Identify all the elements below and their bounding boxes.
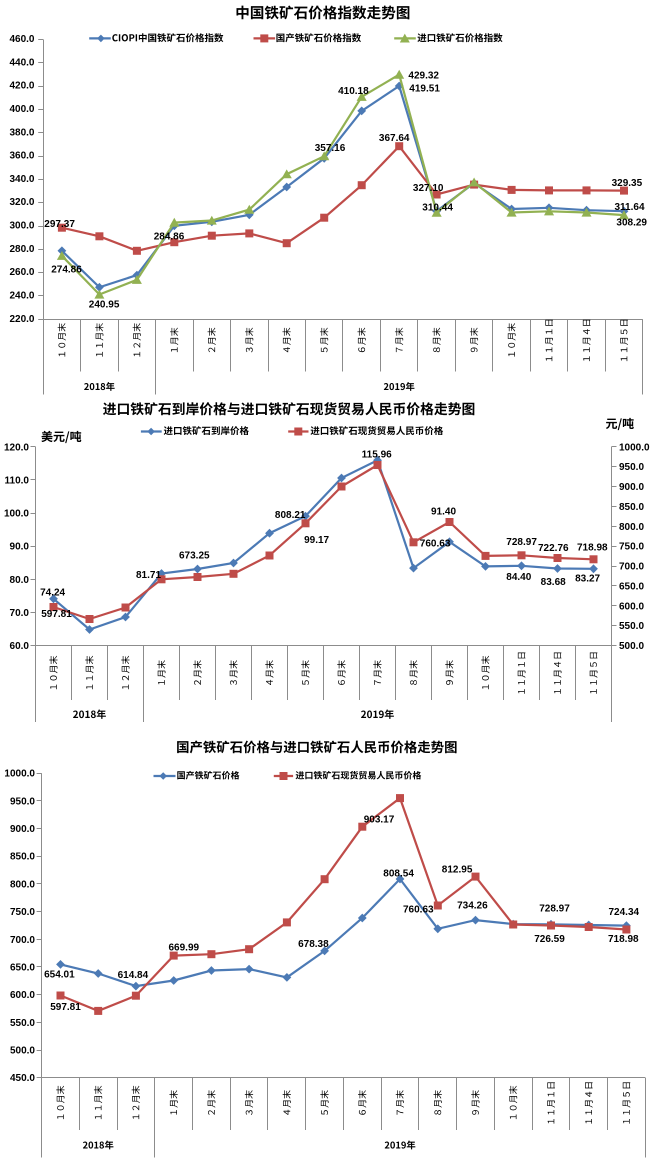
svg-text:460.0: 460.0 bbox=[9, 34, 34, 45]
svg-text:367.64: 367.64 bbox=[379, 133, 410, 144]
svg-text:673.25: 673.25 bbox=[179, 550, 210, 561]
svg-text:360.0: 360.0 bbox=[9, 151, 34, 162]
svg-text:429.32: 429.32 bbox=[408, 70, 439, 81]
svg-text:728.97: 728.97 bbox=[539, 904, 570, 915]
svg-text:297.37: 297.37 bbox=[44, 219, 75, 230]
svg-text:903.17: 903.17 bbox=[364, 815, 395, 826]
svg-text:600.0: 600.0 bbox=[619, 601, 644, 612]
svg-text:760.63: 760.63 bbox=[420, 538, 451, 549]
svg-text:308.29: 308.29 bbox=[616, 218, 647, 229]
svg-text:110.0: 110.0 bbox=[5, 475, 30, 486]
svg-text:812.95: 812.95 bbox=[442, 864, 473, 875]
svg-text:500.0: 500.0 bbox=[10, 1046, 35, 1057]
svg-text:99.17: 99.17 bbox=[304, 535, 329, 546]
svg-text:60.0: 60.0 bbox=[10, 641, 30, 652]
svg-text:597.81: 597.81 bbox=[41, 609, 72, 620]
svg-text:310.44: 310.44 bbox=[422, 203, 453, 214]
svg-text:240.95: 240.95 bbox=[89, 300, 120, 311]
svg-text:724.34: 724.34 bbox=[609, 907, 640, 918]
svg-text:240.0: 240.0 bbox=[9, 291, 34, 302]
svg-text:808.54: 808.54 bbox=[383, 868, 414, 879]
svg-text:220.0: 220.0 bbox=[9, 314, 34, 325]
svg-text:120.0: 120.0 bbox=[4, 442, 29, 453]
svg-text:274.86: 274.86 bbox=[51, 265, 82, 276]
svg-text:808.21: 808.21 bbox=[275, 510, 306, 521]
svg-text:700.0: 700.0 bbox=[10, 935, 35, 946]
svg-text:70.0: 70.0 bbox=[10, 608, 30, 619]
svg-text:81.71: 81.71 bbox=[136, 570, 161, 581]
svg-text:750.0: 750.0 bbox=[10, 907, 35, 918]
svg-text:284.86: 284.86 bbox=[154, 232, 185, 243]
svg-text:1000.0: 1000.0 bbox=[4, 769, 35, 780]
svg-text:83.27: 83.27 bbox=[575, 574, 600, 585]
svg-text:650.0: 650.0 bbox=[10, 963, 35, 974]
svg-text:728.97: 728.97 bbox=[506, 537, 537, 548]
svg-text:850.0: 850.0 bbox=[619, 502, 644, 513]
svg-text:800.0: 800.0 bbox=[10, 879, 35, 890]
svg-text:654.01: 654.01 bbox=[44, 969, 75, 980]
svg-text:550.0: 550.0 bbox=[619, 621, 644, 632]
svg-text:722.76: 722.76 bbox=[538, 543, 569, 554]
svg-text:83.68: 83.68 bbox=[541, 577, 566, 588]
svg-text:357.16: 357.16 bbox=[315, 143, 346, 154]
svg-text:700.0: 700.0 bbox=[619, 562, 644, 573]
svg-text:800.0: 800.0 bbox=[619, 522, 644, 533]
svg-text:260.0: 260.0 bbox=[9, 267, 34, 278]
svg-text:329.35: 329.35 bbox=[612, 178, 643, 189]
svg-text:760.63: 760.63 bbox=[403, 904, 434, 915]
svg-text:420.0: 420.0 bbox=[9, 81, 34, 92]
svg-text:669.99: 669.99 bbox=[169, 943, 200, 954]
svg-text:600.0: 600.0 bbox=[10, 990, 35, 1001]
svg-text:410.18: 410.18 bbox=[338, 86, 369, 97]
svg-text:380.0: 380.0 bbox=[9, 127, 34, 138]
svg-text:450.0: 450.0 bbox=[10, 1073, 35, 1084]
svg-text:311.64: 311.64 bbox=[614, 202, 644, 213]
svg-text:84.40: 84.40 bbox=[506, 572, 531, 583]
svg-text:550.0: 550.0 bbox=[10, 1018, 35, 1029]
svg-text:850.0: 850.0 bbox=[10, 852, 35, 863]
svg-text:650.0: 650.0 bbox=[619, 581, 644, 592]
svg-text:400.0: 400.0 bbox=[9, 104, 34, 115]
svg-text:718.98: 718.98 bbox=[608, 934, 639, 945]
svg-text:340.0: 340.0 bbox=[9, 174, 34, 185]
svg-text:320.0: 320.0 bbox=[9, 197, 34, 208]
svg-text:419.51: 419.51 bbox=[409, 83, 440, 94]
svg-text:718.98: 718.98 bbox=[577, 542, 608, 553]
svg-text:734.26: 734.26 bbox=[457, 900, 488, 911]
svg-text:500.0: 500.0 bbox=[619, 641, 644, 652]
svg-text:74.24: 74.24 bbox=[40, 587, 65, 598]
svg-text:900.0: 900.0 bbox=[10, 824, 35, 835]
svg-text:950.0: 950.0 bbox=[10, 796, 35, 807]
svg-text:80.0: 80.0 bbox=[10, 575, 30, 586]
svg-text:100.0: 100.0 bbox=[4, 509, 29, 520]
svg-text:726.59: 726.59 bbox=[534, 934, 565, 945]
svg-text:1000.0: 1000.0 bbox=[619, 442, 650, 453]
svg-text:327.10: 327.10 bbox=[413, 183, 444, 194]
svg-text:900.0: 900.0 bbox=[619, 482, 644, 493]
svg-text:91.40: 91.40 bbox=[431, 507, 456, 518]
svg-text:115.96: 115.96 bbox=[362, 449, 392, 460]
svg-text:950.0: 950.0 bbox=[619, 462, 644, 473]
svg-text:750.0: 750.0 bbox=[619, 542, 644, 553]
svg-text:678.38: 678.38 bbox=[298, 939, 329, 950]
svg-text:280.0: 280.0 bbox=[9, 244, 34, 255]
svg-text:440.0: 440.0 bbox=[9, 57, 34, 68]
svg-text:90.0: 90.0 bbox=[10, 542, 30, 553]
svg-text:300.0: 300.0 bbox=[9, 221, 34, 232]
svg-text:614.84: 614.84 bbox=[118, 970, 149, 981]
svg-text:597.81: 597.81 bbox=[50, 1002, 81, 1013]
